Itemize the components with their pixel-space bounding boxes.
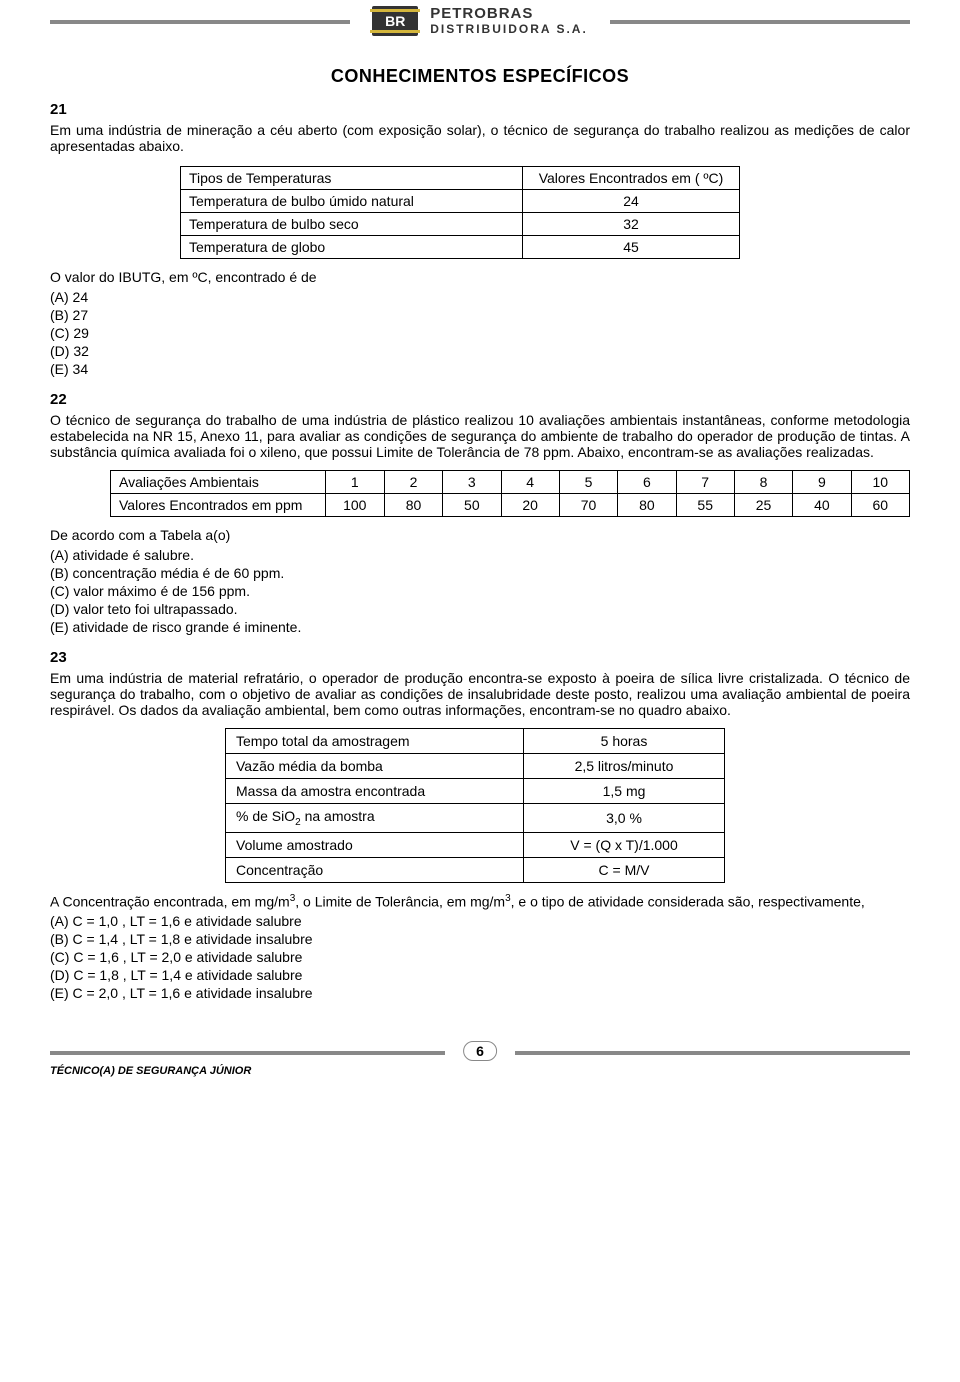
table-row: Temperatura de globo 45 [181, 236, 740, 259]
cell: 55 [676, 494, 734, 517]
cell: 8 [734, 471, 792, 494]
cell: 32 [523, 213, 740, 236]
brand-line1: PETROBRAS [430, 6, 588, 23]
section-title: CONHECIMENTOS ESPECÍFICOS [50, 66, 910, 87]
table-row: Temperatura de bulbo úmido natural 24 [181, 190, 740, 213]
option: (C) 29 [50, 325, 910, 341]
table-row: Tempo total da amostragem 5 horas [226, 729, 725, 754]
option: (A) C = 1,0 , LT = 1,6 e atividade salub… [50, 913, 910, 929]
q23-number: 23 [50, 649, 910, 666]
cell: 5 horas [524, 729, 725, 754]
option: (A) atividade é salubre. [50, 547, 910, 563]
header: BR PETROBRAS DISTRIBUIDORA S.A. [50, 6, 910, 36]
cell: 7 [676, 471, 734, 494]
q21-stem: O valor do IBUTG, em ºC, encontrado é de [50, 269, 910, 285]
cell: Volume amostrado [226, 832, 524, 857]
page: BR PETROBRAS DISTRIBUIDORA S.A. CONHECIM… [0, 6, 960, 1091]
table-row: Concentração C = M/V [226, 857, 725, 882]
cell: 80 [384, 494, 442, 517]
cell: Valores Encontrados em ( ºC) [523, 167, 740, 190]
option: (B) C = 1,4 , LT = 1,8 e atividade insal… [50, 931, 910, 947]
option: (A) 24 [50, 289, 910, 305]
cell: 100 [325, 494, 384, 517]
footer-rule-right [515, 1051, 910, 1055]
header-rule-left [50, 20, 350, 24]
cell: Tipos de Temperaturas [181, 167, 523, 190]
cell: 3 [443, 471, 501, 494]
q22-table: Avaliações Ambientais 1 2 3 4 5 6 7 8 9 … [110, 470, 910, 517]
cell: Temperatura de globo [181, 236, 523, 259]
cell: 2 [384, 471, 442, 494]
cell: 1,5 mg [524, 779, 725, 804]
q22-options: (A) atividade é salubre. (B) concentraçã… [50, 547, 910, 635]
q23-table: Tempo total da amostragem 5 horas Vazão … [225, 728, 725, 883]
cell: Massa da amostra encontrada [226, 779, 524, 804]
q21-table: Tipos de Temperaturas Valores Encontrado… [180, 166, 740, 259]
q22-number: 22 [50, 391, 910, 408]
page-number: 6 [463, 1041, 497, 1061]
brand-line2: DISTRIBUIDORA S.A. [430, 23, 588, 36]
table-row: % de SiO2 na amostra 3,0 % [226, 804, 725, 833]
cell: Tempo total da amostragem [226, 729, 524, 754]
cell: Avaliações Ambientais [111, 471, 326, 494]
q21-number: 21 [50, 101, 910, 118]
q22-stem: De acordo com a Tabela a(o) [50, 527, 910, 543]
cell: 50 [443, 494, 501, 517]
cell: Temperatura de bulbo úmido natural [181, 190, 523, 213]
cell: 10 [851, 471, 909, 494]
cell: 70 [559, 494, 617, 517]
option: (B) concentração média é de 60 ppm. [50, 565, 910, 581]
cell: Vazão média da bomba [226, 754, 524, 779]
option: (B) 27 [50, 307, 910, 323]
footer-rule-left [50, 1051, 445, 1055]
cell: 9 [793, 471, 851, 494]
cell: 40 [793, 494, 851, 517]
cell: 6 [618, 471, 676, 494]
option: (C) C = 1,6 , LT = 2,0 e atividade salub… [50, 949, 910, 965]
q22-prompt: O técnico de segurança do trabalho de um… [50, 412, 910, 460]
footer-role: TÉCNICO(A) DE SEGURANÇA JÚNIOR [50, 1065, 251, 1077]
q21-options: (A) 24 (B) 27 (C) 29 (D) 32 (E) 34 [50, 289, 910, 377]
cell: 1 [325, 471, 384, 494]
table-row: Avaliações Ambientais 1 2 3 4 5 6 7 8 9 … [111, 471, 910, 494]
table-row: Massa da amostra encontrada 1,5 mg [226, 779, 725, 804]
cell: 3,0 % [524, 804, 725, 833]
q23-prompt: Em uma indústria de material refratário,… [50, 670, 910, 718]
cell: 25 [734, 494, 792, 517]
table-row: Vazão média da bomba 2,5 litros/minuto [226, 754, 725, 779]
footer: 6 TÉCNICO(A) DE SEGURANÇA JÚNIOR [50, 1041, 910, 1071]
table-row: Valores Encontrados em ppm 100 80 50 20 … [111, 494, 910, 517]
cell: 24 [523, 190, 740, 213]
option: (C) valor máximo é de 156 ppm. [50, 583, 910, 599]
q23-stem: A Concentração encontrada, em mg/m3, o L… [50, 893, 910, 910]
table-row: Temperatura de bulbo seco 32 [181, 213, 740, 236]
cell: 45 [523, 236, 740, 259]
cell: Valores Encontrados em ppm [111, 494, 326, 517]
q21-prompt: Em uma indústria de mineração a céu aber… [50, 122, 910, 154]
q23-options: (A) C = 1,0 , LT = 1,6 e atividade salub… [50, 913, 910, 1001]
option: (D) valor teto foi ultrapassado. [50, 601, 910, 617]
option: (D) 32 [50, 343, 910, 359]
petrobras-logo: BR [372, 6, 418, 36]
cell: 2,5 litros/minuto [524, 754, 725, 779]
cell: 4 [501, 471, 559, 494]
cell: 60 [851, 494, 909, 517]
header-rule-right [610, 20, 910, 24]
option: (E) C = 2,0 , LT = 1,6 e atividade insal… [50, 985, 910, 1001]
table-row: Tipos de Temperaturas Valores Encontrado… [181, 167, 740, 190]
cell: 5 [559, 471, 617, 494]
cell: Concentração [226, 857, 524, 882]
cell: % de SiO2 na amostra [226, 804, 524, 833]
option: (D) C = 1,8 , LT = 1,4 e atividade salub… [50, 967, 910, 983]
cell: Temperatura de bulbo seco [181, 213, 523, 236]
option: (E) 34 [50, 361, 910, 377]
cell: 20 [501, 494, 559, 517]
cell: C = M/V [524, 857, 725, 882]
option: (E) atividade de risco grande é iminente… [50, 619, 910, 635]
cell: 80 [618, 494, 676, 517]
logo-block: BR PETROBRAS DISTRIBUIDORA S.A. [372, 6, 588, 36]
brand-text: PETROBRAS DISTRIBUIDORA S.A. [430, 6, 588, 36]
table-row: Volume amostrado V = (Q x T)/1.000 [226, 832, 725, 857]
cell: V = (Q x T)/1.000 [524, 832, 725, 857]
